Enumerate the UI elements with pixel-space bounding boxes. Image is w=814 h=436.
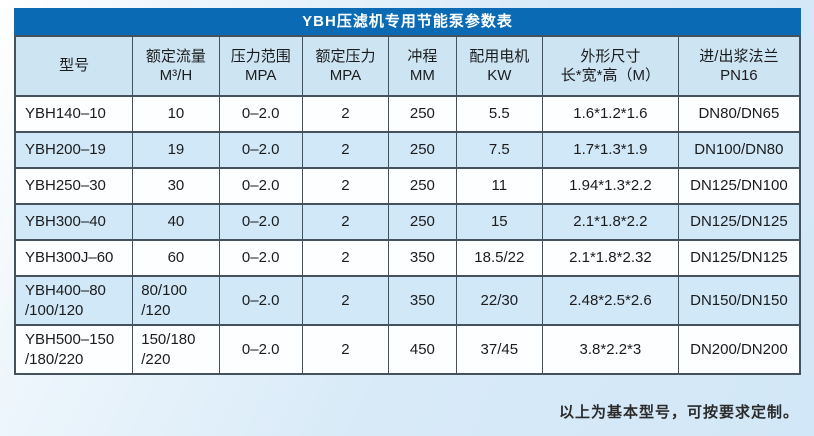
header-row: 型号 额定流量 M³/H 压力范围 MPA 额定压力 MPA 冲程 MM 配用电机 KW 外… <box>14 35 801 97</box>
column-header: 进/出浆法兰 PN16 <box>677 35 801 97</box>
table-cell: 3.8*2.2*3 <box>541 324 679 375</box>
table-cell: YBH500–150 /180/220 <box>14 324 134 375</box>
table-cell: DN150/DN150 <box>677 275 801 326</box>
table-cell: YBH200–19 <box>14 131 134 169</box>
table-cell: 1.6*1.2*1.6 <box>541 95 679 133</box>
table-cell: 2 <box>301 203 390 241</box>
table-cell: 37/45 <box>455 324 543 375</box>
table-row: YBH250–30 30 0–2.0 2 250 11 1.94*1.3*2.2 DN125/… <box>14 167 801 205</box>
table-cell: 2.1*1.8*2.32 <box>541 239 679 277</box>
spec-table: 型号 额定流量 M³/H 压力范围 MPA 额定压力 MPA 冲程 MM 配用电机 KW 外… <box>14 35 801 375</box>
table-cell: 60 <box>132 239 220 277</box>
table-row: YBH300–40 40 0–2.0 2 250 15 2.1*1.8*2.2 DN125/D… <box>14 203 801 241</box>
table-cell: DN100/DN80 <box>677 131 801 169</box>
table-cell: 150/180 /220 <box>132 324 220 375</box>
table-body: YBH140–10 10 0–2.0 2 250 5.5 1.6*1.2*1.6 DN80/D… <box>14 95 801 375</box>
table-cell: 80/100 /120 <box>132 275 220 326</box>
table-cell: 450 <box>388 324 457 375</box>
table-cell: DN125/DN125 <box>677 239 801 277</box>
table-cell: 30 <box>132 167 220 205</box>
table-cell: 250 <box>388 131 457 169</box>
table-row: YBH140–10 10 0–2.0 2 250 5.5 1.6*1.2*1.6 DN80/D… <box>14 95 801 133</box>
column-header: 型号 <box>14 35 134 97</box>
table-cell: 7.5 <box>455 131 543 169</box>
table-cell: 11 <box>455 167 543 205</box>
column-header: 冲程 MM <box>388 35 457 97</box>
table-cell: DN200/DN200 <box>677 324 801 375</box>
table-cell: YBH140–10 <box>14 95 134 133</box>
table-cell: 250 <box>388 95 457 133</box>
table-cell: 0–2.0 <box>218 167 303 205</box>
column-header: 额定流量 M³/H <box>132 35 220 97</box>
column-header: 额定压力 MPA <box>301 35 390 97</box>
table-cell: 2 <box>301 167 390 205</box>
table-cell: 350 <box>388 239 457 277</box>
table-cell: 19 <box>132 131 220 169</box>
column-header: 配用电机 KW <box>455 35 543 97</box>
table-cell: 250 <box>388 203 457 241</box>
table-cell: 18.5/22 <box>455 239 543 277</box>
table-cell: 350 <box>388 275 457 326</box>
table-cell: DN125/DN100 <box>677 167 801 205</box>
column-header: 压力范围 MPA <box>218 35 303 97</box>
table-row: YBH200–19 19 0–2.0 2 250 7.5 1.7*1.3*1.9 DN100/… <box>14 131 801 169</box>
table-title: YBH压滤机专用节能泵参数表 <box>14 8 801 35</box>
footer-note: 以上为基本型号，可按要求定制。 <box>558 404 799 421</box>
table-cell: 0–2.0 <box>218 239 303 277</box>
table-cell: 1.94*1.3*2.2 <box>541 167 679 205</box>
table-cell: 2 <box>301 239 390 277</box>
column-header: 外形尺寸 长*宽*高（M） <box>541 35 679 97</box>
spec-table-panel: YBH压滤机专用节能泵参数表 型号 额定流量 M³/H 压力范围 MPA 额定压力 M… <box>14 8 801 375</box>
table-cell: 40 <box>132 203 220 241</box>
table-cell: 2.1*1.8*2.2 <box>541 203 679 241</box>
table-cell: 22/30 <box>455 275 543 326</box>
table-cell: 0–2.0 <box>218 131 303 169</box>
table-cell: 0–2.0 <box>218 203 303 241</box>
table-cell: 2 <box>301 131 390 169</box>
table-cell: 0–2.0 <box>218 95 303 133</box>
table-cell: 10 <box>132 95 220 133</box>
table-cell: YBH300–40 <box>14 203 134 241</box>
table-cell: 15 <box>455 203 543 241</box>
table-cell: 2 <box>301 275 390 326</box>
table-cell: YBH300J–60 <box>14 239 134 277</box>
table-cell: 2 <box>301 95 390 133</box>
table-cell: YBH400–80 /100/120 <box>14 275 134 326</box>
table-row: YBH500–150 /180/220 150/180 /220 0–2.0 2 450… <box>14 324 801 375</box>
table-cell: 2.48*2.5*2.6 <box>541 275 679 326</box>
table-cell: YBH250–30 <box>14 167 134 205</box>
table-cell: DN80/DN65 <box>677 95 801 133</box>
table-cell: 5.5 <box>455 95 543 133</box>
table-row: YBH400–80 /100/120 80/100 /120 0–2.0 2 350 22… <box>14 275 801 326</box>
table-cell: 0–2.0 <box>218 275 303 326</box>
table-header: 型号 额定流量 M³/H 压力范围 MPA 额定压力 MPA 冲程 MM 配用电机 KW 外… <box>14 35 801 97</box>
table-cell: 2 <box>301 324 390 375</box>
table-row: YBH300J–60 60 0–2.0 2 350 18.5/22 2.1*1.8*2.32… <box>14 239 801 277</box>
table-cell: 0–2.0 <box>218 324 303 375</box>
table-cell: DN125/DN125 <box>677 203 801 241</box>
table-cell: 1.7*1.3*1.9 <box>541 131 679 169</box>
table-cell: 250 <box>388 167 457 205</box>
